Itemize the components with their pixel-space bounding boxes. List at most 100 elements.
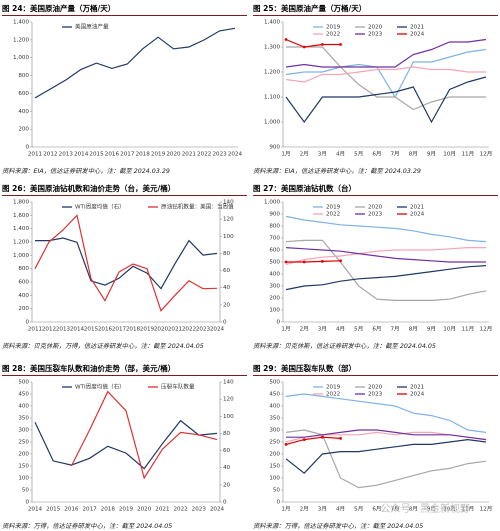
y-tick-label: 700: [269, 236, 280, 242]
series-marker: [284, 260, 288, 264]
figure-title: 图 28：美国压裂车队数和油价走势（部，美元/桶）: [2, 362, 247, 376]
chart: 02004006008001,0001,2001,4001,6001,80002…: [13, 200, 234, 333]
y-tick-label: 1,400: [264, 20, 280, 26]
x-tick-label: 1月: [281, 326, 290, 333]
chart: 0 100 200 300 400 500 600 700 800 900 1,000 1月 2月 3月 4…: [264, 200, 492, 333]
y-tick-label: 1,000: [264, 200, 280, 206]
x-tick-label: 2021: [182, 152, 197, 158]
series-line: [285, 436, 341, 445]
series-line: [34, 214, 218, 312]
figure-title: 图 29：美国压裂车队数（部）: [253, 362, 498, 376]
x-tick-label: 1月: [281, 151, 290, 158]
x-tick-label: 7月: [391, 506, 400, 513]
series-line: [34, 419, 218, 470]
x-tick-label: 2021: [155, 507, 170, 513]
x-tick-label: 9月: [427, 151, 436, 158]
y-tick-label: 0: [25, 500, 29, 506]
x-tick-label: 2011: [28, 152, 43, 158]
y-tick-label: 140: [223, 380, 234, 386]
x-tick-label: 6月: [372, 506, 381, 513]
x-tick-label: 2014: [28, 507, 43, 513]
x-tick-label: 7月: [391, 151, 400, 158]
y-tick-label: 50: [22, 488, 30, 494]
legend-label: 2020: [368, 385, 383, 391]
x-tick-label: 2月: [300, 151, 309, 158]
x-tick-label: 2017: [82, 507, 97, 513]
legend-label: 2021: [410, 25, 425, 31]
source-note: 资料来源：EIA，信达证券研发中心，注：截至 2024.03.29: [2, 168, 170, 175]
y-tick-label: 60: [223, 448, 231, 454]
y-tick-label: 800: [18, 73, 29, 79]
x-tick-label: 2月: [300, 326, 309, 333]
x-tick-label: 2013: [56, 327, 71, 333]
series-line: [285, 393, 487, 433]
y-tick-label: 500: [269, 260, 280, 266]
x-tick-label: 2023: [192, 507, 207, 513]
series-marker: [339, 437, 342, 440]
y-tick-label: 100: [269, 476, 280, 482]
x-tick-label: 12月: [480, 506, 493, 513]
source-note: 资料来源：贝克休斯，信达证券研发中心，注：截至 2024.04.05: [253, 343, 436, 350]
source-note: 资料来源：EIA，信达证券研发中心，注：截至 2024.03.29: [253, 168, 421, 175]
x-tick-label: 2022: [173, 507, 187, 513]
y-tick-label: 400: [269, 404, 280, 410]
y-tick-label: 150: [269, 464, 280, 470]
legend-label: 原油钻机数量：美国：当周值: [161, 203, 234, 211]
source-note: 资料来源：万得，信达证券研发中心，注：截至 2024.04.05: [2, 523, 173, 530]
y-tick-label: 1,000: [13, 55, 29, 61]
legend-label: 2019: [326, 25, 341, 31]
y-tick-label: 1,400: [13, 226, 29, 232]
x-tick-label: 9月: [427, 326, 436, 333]
y-tick-label: 200: [269, 296, 280, 302]
legend-label: 2020: [368, 205, 383, 211]
y-tick-label: 0: [276, 320, 280, 326]
y-tick-label: 80: [223, 431, 231, 437]
series-marker: [284, 38, 288, 41]
y-tick-label: 1,300: [264, 45, 280, 51]
x-tick-label: 2016: [105, 152, 120, 158]
y-tick-label: 400: [18, 293, 29, 299]
x-tick-label: 3月: [318, 326, 327, 333]
x-tick-label: 2018: [101, 507, 116, 513]
y-tick-label: 60: [223, 268, 231, 274]
x-tick-label: 2018: [126, 327, 141, 333]
x-tick-label: 11月: [461, 506, 474, 513]
series-line: [70, 390, 218, 480]
x-tick-label: 11月: [461, 151, 474, 158]
x-tick-label: 3月: [318, 151, 327, 158]
y-tick-label: 1,800: [13, 200, 29, 206]
series-line: [285, 76, 487, 124]
y-tick-label: 800: [18, 266, 29, 272]
y-tick-label: 1,100: [264, 95, 280, 101]
x-tick-label: 5月: [354, 151, 363, 158]
y-tick-label: 40: [223, 465, 231, 471]
y-tick-label: 120: [223, 217, 234, 223]
y-tick-label: 1,200: [264, 70, 280, 76]
series-line: [285, 239, 487, 301]
panel: 图 24：美国原油产量（万桶/天） 0 200 400 600 800 1,000 1,20…: [2, 2, 247, 176]
y-tick-label: 500: [269, 380, 280, 386]
y-tick-label: 300: [18, 428, 29, 434]
figure-title: 图 25：美国原油产量（万桶/天）: [253, 2, 498, 16]
x-tick-label: 9月: [427, 506, 436, 513]
x-tick-label: 2015: [89, 152, 104, 158]
source-note: 资料来源：贝克休斯，万得，信达证券研发中心，注：截至 2024.04.05: [2, 343, 204, 350]
series-line: [34, 27, 236, 99]
y-tick-label: 200: [18, 452, 29, 458]
legend-label: 2020: [368, 25, 383, 31]
x-tick-label: 2012: [43, 152, 57, 158]
y-tick-label: 100: [18, 476, 29, 482]
y-tick-label: 600: [18, 91, 29, 97]
y-tick-label: 400: [18, 404, 29, 410]
y-tick-label: 20: [223, 302, 231, 308]
y-tick-label: 250: [18, 440, 29, 446]
y-tick-label: 0: [223, 320, 227, 326]
legend-label: 美国原油产量: [75, 23, 109, 31]
panel: 图 29：美国压裂车队数（部） 0 50 100 150 200 250 300 350 400…: [253, 362, 498, 531]
x-tick-label: 2023: [196, 327, 211, 333]
x-tick-label: 2017: [120, 152, 135, 158]
y-tick-label: 400: [269, 272, 280, 278]
legend-label: WTI周度均值（右）: [75, 203, 125, 211]
y-tick-label: 140: [223, 200, 234, 206]
legend-label: 压裂车队数量: [161, 383, 195, 391]
